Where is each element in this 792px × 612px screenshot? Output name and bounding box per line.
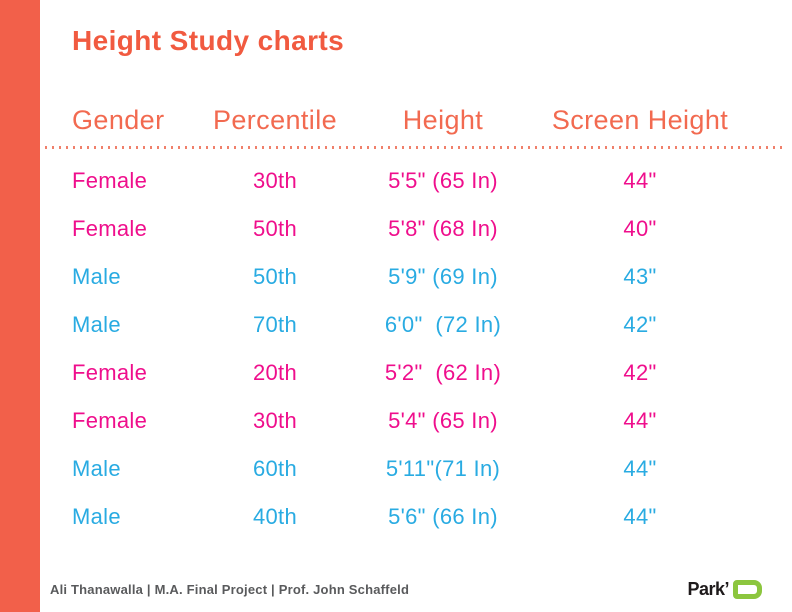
- cell-screen-height: 43": [623, 264, 657, 289]
- cell-height: 6'0" (72 In): [384, 312, 502, 337]
- cell-screen-height: 40": [623, 216, 657, 241]
- column-header-percentile: Percentile: [212, 104, 338, 135]
- cell-screen-height: 42": [623, 360, 657, 385]
- column-header-gender: Gender: [72, 104, 165, 135]
- cell-height: 5'4" (65 In): [388, 408, 498, 433]
- cell-percentile: 60th: [252, 456, 298, 481]
- footer: Ali Thanawalla | M.A. Final Project | Pr…: [50, 579, 762, 600]
- table-row: Male 40th 5'6" (66 In) 44": [40, 493, 792, 541]
- cell-screen-height: 44": [623, 456, 657, 481]
- cell-percentile: 20th: [252, 360, 298, 385]
- table-row: Female 50th 5'8" (68 In) 40": [40, 205, 792, 253]
- table-row: Female 30th 5'4" (65 In) 44": [40, 397, 792, 445]
- cell-screen-height: 44": [623, 408, 657, 433]
- height-table: Gender Percentile Height Screen Height F…: [40, 102, 792, 541]
- table-row: Male 50th 5'9" (69 In) 43": [40, 253, 792, 301]
- cell-gender: Male: [72, 264, 121, 289]
- cell-gender: Female: [72, 216, 148, 241]
- park-logo-d-icon: [733, 580, 762, 599]
- dotted-divider: [45, 146, 785, 149]
- cell-screen-height: 44": [623, 168, 657, 193]
- cell-gender: Male: [72, 312, 121, 337]
- table-row: Female 20th 5'2" (62 In) 42": [40, 349, 792, 397]
- cell-height: 5'8" (68 In): [388, 216, 498, 241]
- cell-percentile: 30th: [252, 408, 298, 433]
- table-row: Male 70th 6'0" (72 In) 42": [40, 301, 792, 349]
- cell-height: 5'9" (69 In): [388, 264, 498, 289]
- cell-percentile: 70th: [252, 312, 298, 337]
- slide-content: Height Study charts Gender Percentile He…: [40, 0, 792, 612]
- cell-height: 5'2" (62 In): [384, 360, 502, 385]
- column-header-height: Height: [402, 104, 484, 135]
- park-logo-text: Park’: [687, 579, 729, 599]
- cell-screen-height: 44": [623, 504, 657, 529]
- cell-gender: Female: [72, 408, 148, 433]
- table-row: Male 60th 5'11"(71 In) 44": [40, 445, 792, 493]
- cell-gender: Female: [72, 168, 148, 193]
- page-title: Height Study charts: [72, 25, 345, 56]
- park-logo: Park’: [687, 579, 762, 600]
- accent-sidebar: [0, 0, 40, 612]
- table-header-row: Gender Percentile Height Screen Height: [40, 102, 792, 138]
- cell-height: 5'5" (65 In): [388, 168, 498, 193]
- cell-screen-height: 42": [623, 312, 657, 337]
- table-body: Female 30th 5'5" (65 In) 44" Female 50th…: [40, 157, 792, 541]
- cell-percentile: 50th: [252, 264, 298, 289]
- table-row: Female 30th 5'5" (65 In) 44": [40, 157, 792, 205]
- cell-height: 5'6" (66 In): [388, 504, 498, 529]
- cell-gender: Male: [72, 456, 121, 481]
- cell-gender: Male: [72, 504, 121, 529]
- cell-percentile: 40th: [252, 504, 298, 529]
- cell-gender: Female: [72, 360, 148, 385]
- cell-height: 5'11"(71 In): [385, 456, 501, 481]
- cell-percentile: 30th: [252, 168, 298, 193]
- column-header-screen-height: Screen Height: [551, 104, 729, 135]
- cell-percentile: 50th: [252, 216, 298, 241]
- credits-text: Ali Thanawalla | M.A. Final Project | Pr…: [50, 582, 410, 597]
